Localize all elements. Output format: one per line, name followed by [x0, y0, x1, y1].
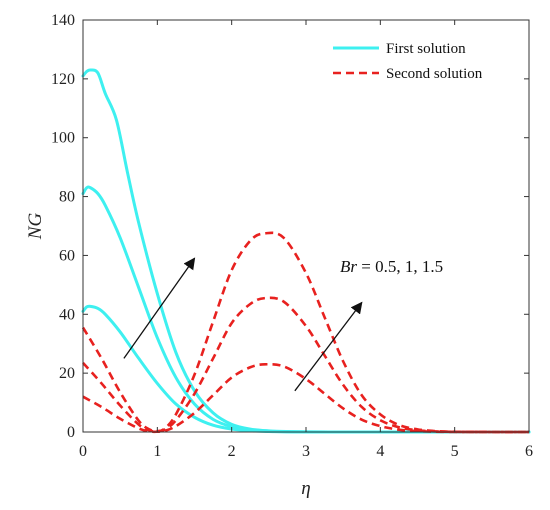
x-tick-label: 5 — [451, 443, 459, 460]
y-tick-label: 40 — [59, 306, 75, 323]
arrow-layer — [123, 257, 363, 392]
x-tick-label: 1 — [153, 443, 161, 460]
x-tick-label: 0 — [79, 443, 87, 460]
legend-label-second-solution: Second solution — [386, 66, 483, 82]
y-tick-label: 140 — [51, 12, 75, 29]
y-tick-label: 60 — [59, 247, 75, 264]
br-annotation: Br = 0.5, 1, 1.5 — [340, 257, 443, 276]
x-tick-label: 6 — [525, 443, 533, 460]
trend-arrow-1 — [294, 301, 363, 392]
x-axis-label: η — [301, 478, 310, 499]
x-tick-label: 2 — [228, 443, 236, 460]
y-tick-label: 100 — [51, 130, 75, 147]
y-tick-label: 20 — [59, 365, 75, 382]
plot-frame — [82, 19, 530, 433]
y-tick-label: 80 — [59, 189, 75, 206]
legend-label-first-solution: First solution — [386, 41, 466, 57]
y-tick-label: 0 — [67, 424, 75, 441]
plot-area — [83, 20, 529, 432]
x-tick-label: 3 — [302, 443, 310, 460]
trend-arrow-0 — [123, 257, 196, 359]
second-solution-line-3 — [82, 362, 530, 434]
br-annotation-var: Br — [340, 257, 357, 276]
second-solution-line-5 — [81, 231, 530, 434]
y-tick-label: 120 — [51, 71, 75, 88]
br-annotation-values: = 0.5, 1, 1.5 — [357, 257, 443, 276]
legend: First solution Second solution — [333, 41, 483, 82]
x-tick-label: 4 — [376, 443, 384, 460]
y-axis-label: NG — [25, 213, 46, 241]
